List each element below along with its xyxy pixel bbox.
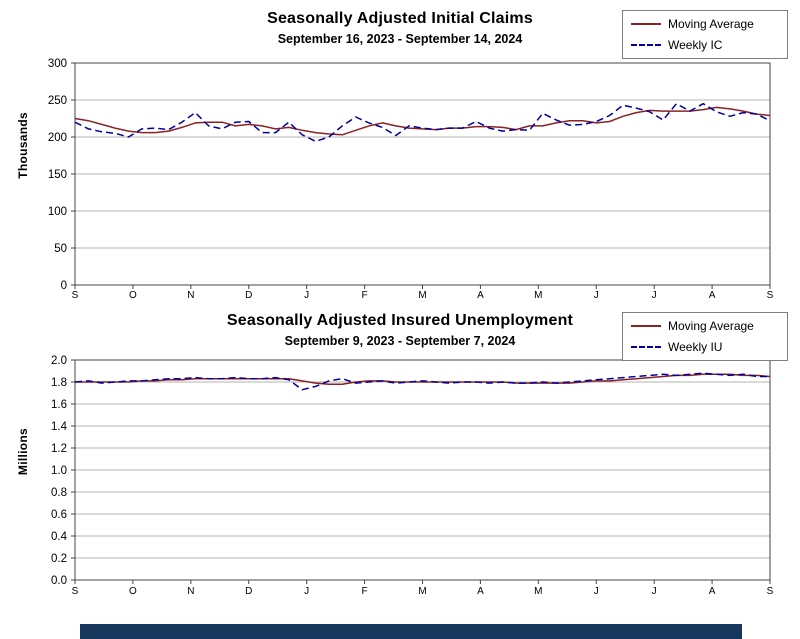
svg-text:1.2: 1.2 bbox=[51, 443, 67, 455]
svg-text:J: J bbox=[304, 586, 309, 597]
svg-text:O: O bbox=[129, 586, 137, 597]
plot-area-initial-claims: 0 50 100 150 200 250 300 S O N D J F M A M J J A S bbox=[48, 58, 774, 301]
svg-text:N: N bbox=[187, 290, 194, 301]
svg-text:M: M bbox=[418, 586, 426, 597]
svg-text:M: M bbox=[534, 290, 542, 301]
legend-entry-weekly-iu: Weekly IU bbox=[631, 340, 779, 354]
svg-text:J: J bbox=[304, 290, 309, 301]
svg-text:0.4: 0.4 bbox=[51, 531, 68, 543]
svg-text:D: D bbox=[245, 586, 252, 597]
legend-line-moving-average-2-icon bbox=[631, 325, 661, 327]
svg-text:200: 200 bbox=[48, 132, 67, 144]
legend-label-weekly-iu: Weekly IU bbox=[668, 340, 723, 354]
svg-text:100: 100 bbox=[48, 206, 67, 218]
legend-initial-claims: Moving Average Weekly IC bbox=[622, 10, 788, 59]
svg-text:A: A bbox=[477, 586, 484, 597]
svg-text:50: 50 bbox=[54, 243, 67, 255]
legend-entry-moving-average-2: Moving Average bbox=[631, 319, 779, 333]
svg-text:S: S bbox=[767, 586, 774, 597]
svg-text:M: M bbox=[534, 586, 542, 597]
svg-text:J: J bbox=[594, 290, 599, 301]
svg-text:300: 300 bbox=[48, 58, 67, 70]
svg-text:1.4: 1.4 bbox=[51, 421, 68, 433]
svg-text:1.8: 1.8 bbox=[51, 377, 67, 389]
footer-bar bbox=[80, 624, 742, 639]
svg-text:F: F bbox=[362, 290, 368, 301]
legend-label-moving-average-2: Moving Average bbox=[668, 319, 754, 333]
svg-text:S: S bbox=[767, 290, 774, 301]
legend-line-moving-average-icon bbox=[631, 23, 661, 25]
svg-text:J: J bbox=[652, 586, 657, 597]
svg-text:J: J bbox=[652, 290, 657, 301]
svg-text:A: A bbox=[709, 290, 716, 301]
svg-text:M: M bbox=[418, 290, 426, 301]
svg-text:0.2: 0.2 bbox=[51, 553, 67, 565]
svg-text:0.6: 0.6 bbox=[51, 509, 67, 521]
svg-text:1.0: 1.0 bbox=[51, 465, 67, 477]
svg-text:2.0: 2.0 bbox=[51, 355, 67, 367]
svg-text:S: S bbox=[72, 290, 79, 301]
legend-line-weekly-iu-icon bbox=[631, 346, 661, 348]
svg-text:D: D bbox=[245, 290, 252, 301]
chart-title-insured-unemployment: Seasonally Adjusted Insured Unemployment bbox=[226, 312, 574, 329]
svg-text:N: N bbox=[187, 586, 194, 597]
legend-entry-weekly-ic: Weekly IC bbox=[631, 38, 779, 52]
svg-text:J: J bbox=[594, 586, 599, 597]
svg-text:0: 0 bbox=[61, 280, 67, 292]
svg-text:O: O bbox=[129, 290, 137, 301]
legend-insured-unemployment: Moving Average Weekly IU bbox=[622, 312, 788, 361]
legend-label-weekly-ic: Weekly IC bbox=[668, 38, 723, 52]
legend-entry-moving-average: Moving Average bbox=[631, 17, 779, 31]
svg-text:1.6: 1.6 bbox=[51, 399, 67, 411]
chart-subtitle-initial-claims: September 16, 2023 - September 14, 2024 bbox=[277, 32, 523, 46]
svg-text:A: A bbox=[477, 290, 484, 301]
svg-text:F: F bbox=[362, 586, 368, 597]
svg-text:150: 150 bbox=[48, 169, 67, 181]
svg-text:A: A bbox=[709, 586, 716, 597]
chart-subtitle-insured-unemployment: September 9, 2023 - September 7, 2024 bbox=[284, 334, 516, 348]
svg-text:0.8: 0.8 bbox=[51, 487, 67, 499]
legend-label-moving-average: Moving Average bbox=[668, 17, 754, 31]
svg-text:0.0: 0.0 bbox=[51, 575, 67, 587]
chart-title-initial-claims: Seasonally Adjusted Initial Claims bbox=[267, 10, 533, 27]
legend-line-weekly-ic-icon bbox=[631, 44, 661, 46]
plot-area-insured-unemployment: 0.0 0.2 0.4 0.6 0.8 1.0 1.2 1.4 1.6 1.8 2.0 S O N D J F M… bbox=[51, 355, 774, 597]
svg-text:S: S bbox=[72, 586, 79, 597]
svg-text:250: 250 bbox=[48, 95, 67, 107]
